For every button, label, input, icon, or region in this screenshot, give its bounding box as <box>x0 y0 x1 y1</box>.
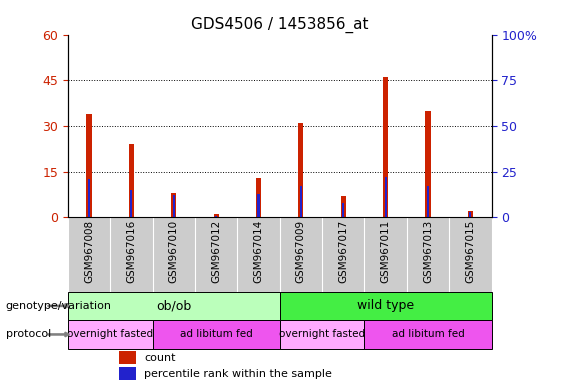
Bar <box>214 214 219 217</box>
Text: GSM967009: GSM967009 <box>296 220 306 283</box>
Text: percentile rank within the sample: percentile rank within the sample <box>144 369 332 379</box>
Bar <box>425 111 431 217</box>
Text: overnight fasted: overnight fasted <box>279 329 365 339</box>
Bar <box>86 114 92 217</box>
Bar <box>470 212 471 217</box>
Bar <box>68 291 280 320</box>
Bar <box>258 194 259 217</box>
Text: ob/ob: ob/ob <box>156 300 192 313</box>
Text: GSM967016: GSM967016 <box>127 220 136 283</box>
Bar <box>341 196 346 217</box>
Bar <box>68 320 153 349</box>
Bar <box>88 179 90 217</box>
Text: ad libitum fed: ad libitum fed <box>392 329 464 339</box>
Bar <box>427 186 429 217</box>
Bar <box>364 320 492 349</box>
Bar <box>280 320 364 349</box>
Bar <box>171 193 176 217</box>
Bar <box>119 351 136 364</box>
Text: GSM967014: GSM967014 <box>254 220 263 283</box>
Text: genotype/variation: genotype/variation <box>6 301 112 311</box>
Text: wild type: wild type <box>357 300 414 313</box>
Bar <box>385 177 386 217</box>
Text: count: count <box>144 353 176 363</box>
Bar <box>342 203 344 217</box>
Text: ad libitum fed: ad libitum fed <box>180 329 253 339</box>
Text: overnight fasted: overnight fasted <box>67 329 153 339</box>
Bar <box>153 320 280 349</box>
Text: GSM967015: GSM967015 <box>466 220 475 283</box>
Text: protocol: protocol <box>6 329 51 339</box>
Text: GSM967012: GSM967012 <box>211 220 221 283</box>
Title: GDS4506 / 1453856_at: GDS4506 / 1453856_at <box>191 17 368 33</box>
Text: GSM967010: GSM967010 <box>169 220 179 283</box>
Text: GSM967008: GSM967008 <box>84 220 94 283</box>
Text: GSM967013: GSM967013 <box>423 220 433 283</box>
Bar <box>300 186 302 217</box>
Bar <box>131 190 132 217</box>
Bar <box>280 291 492 320</box>
Bar <box>256 178 261 217</box>
Bar <box>383 77 388 217</box>
Bar <box>468 211 473 217</box>
Text: GSM967017: GSM967017 <box>338 220 348 283</box>
Bar <box>173 195 175 217</box>
Bar <box>215 215 217 217</box>
Text: GSM967011: GSM967011 <box>381 220 390 283</box>
Bar <box>298 123 303 217</box>
Bar <box>129 144 134 217</box>
Bar <box>119 367 136 380</box>
